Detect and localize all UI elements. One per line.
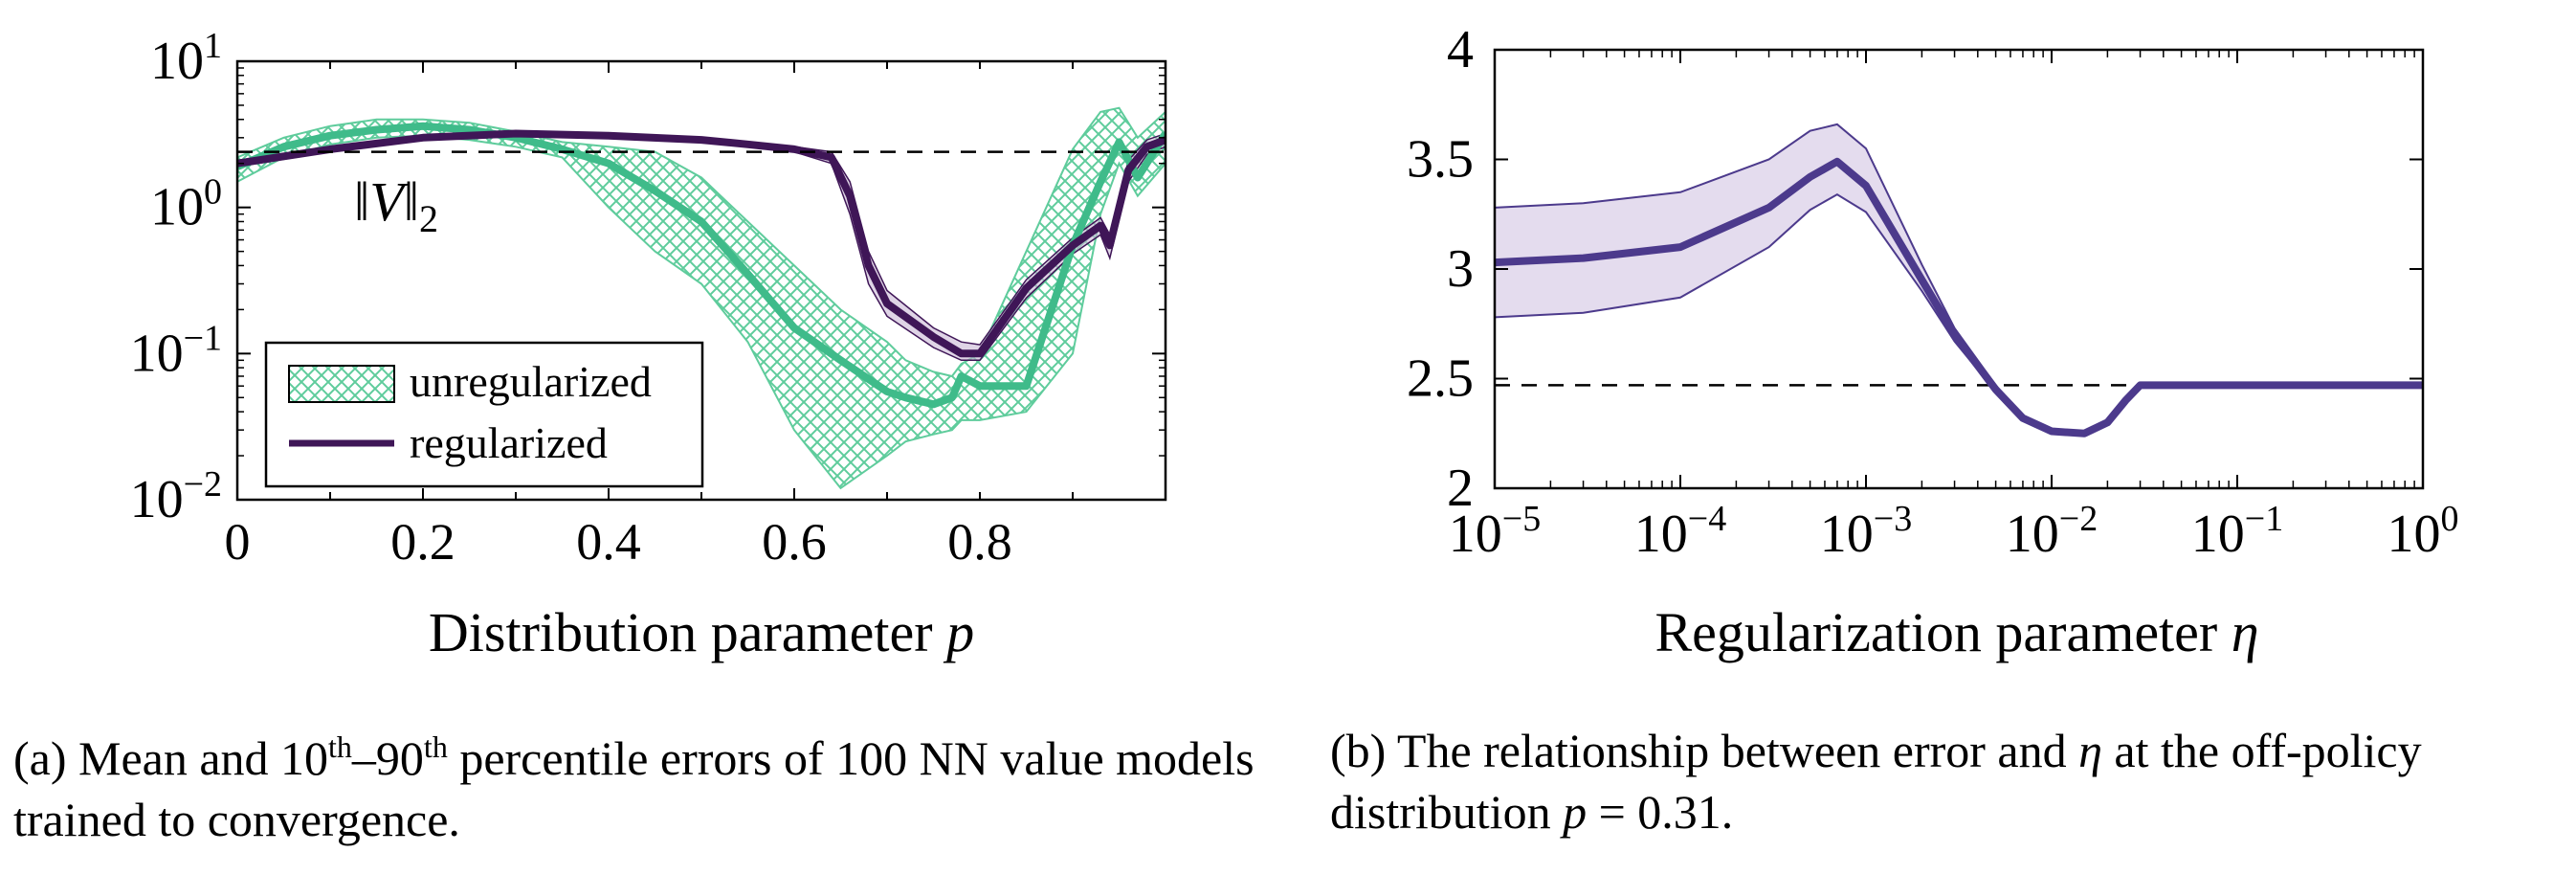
x-tick-label-b: 10−1 — [2191, 499, 2283, 564]
unregularized-band — [237, 106, 1166, 490]
y-tick-label-a: 10−1 — [130, 318, 222, 383]
x-tick-label-b: 10−3 — [1820, 499, 1912, 564]
y-tick-label-b: 3.5 — [1407, 130, 1474, 190]
x-tick-label-b: 10−4 — [1634, 499, 1726, 564]
x-tick-label-b: 100 — [2387, 499, 2459, 564]
x-tick-label-a: 0.4 — [576, 513, 641, 571]
v-norm-label: ‖V‖2 — [354, 170, 438, 240]
chart-a: 0 0.2 0.4 0.6 0.8 101 100 10−1 10−2 ‖V‖2 unregul… — [130, 26, 1167, 663]
x-tick-label-a: 0.2 — [390, 513, 455, 571]
unregularized-mean-line — [237, 122, 1166, 409]
chart-b: 2 2.5 3 3.5 4 10−5 10−4 10−3 10−2 10−1 100 Regular… — [1407, 20, 2459, 663]
chart-b-lines — [1495, 157, 2423, 438]
x-tick-label-b: 10−2 — [2006, 499, 2098, 564]
x-axis-label-b: Regularization parameter η — [1654, 601, 2258, 663]
x-tick-label-a: 0 — [225, 513, 251, 571]
x-tick-label-a: 0.6 — [762, 513, 827, 571]
error-band-fill — [1495, 123, 2423, 436]
legend-label-regularized: regularized — [410, 418, 608, 467]
caption-a: (a) Mean and 10th–90th percentile errors… — [13, 729, 1255, 846]
y-tick-label-a: 101 — [150, 26, 222, 91]
y-tick-label-a: 100 — [150, 172, 222, 237]
y-tick-label-b: 3 — [1447, 239, 1474, 299]
chart-b-axes: 2 2.5 3 3.5 4 10−5 10−4 10−3 10−2 10−1 100 — [1407, 20, 2459, 564]
legend-label-unregularized: unregularized — [410, 357, 652, 406]
chart-a-lines — [237, 122, 1166, 409]
x-tick-label-a: 0.8 — [947, 513, 1012, 571]
error-mean-line — [1495, 157, 2423, 438]
y-tick-label-b: 2.5 — [1407, 349, 1474, 409]
band-unregularized — [237, 106, 1166, 490]
y-tick-label-b: 4 — [1447, 20, 1474, 79]
x-tick-label-b: 10−5 — [1449, 499, 1541, 564]
y-tick-label-a: 10−2 — [130, 464, 222, 529]
legend: unregularized regularized — [264, 341, 704, 488]
caption-b: (b) The relationship between error and η… — [1330, 724, 2422, 839]
regularized-mean-line — [237, 129, 1166, 358]
chart-a-axes: 0 0.2 0.4 0.6 0.8 101 100 10−1 10−2 — [130, 26, 1167, 571]
y-tick-label-b: 2 — [1447, 459, 1474, 518]
x-axis-label-a: Distribution parameter p — [429, 601, 974, 663]
legend-swatch-unregularized — [288, 365, 395, 403]
